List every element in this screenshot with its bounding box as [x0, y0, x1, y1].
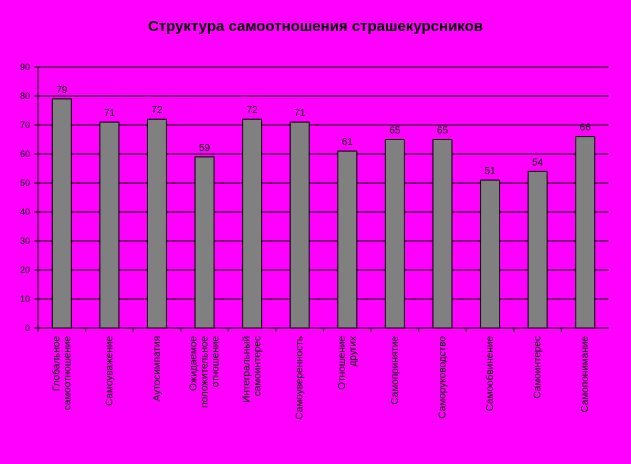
y-tick-label: 50 [20, 178, 30, 188]
x-tick-label-line: положительное [200, 336, 211, 408]
x-tick-label: Самоинтерес [533, 336, 544, 399]
bar [51, 98, 72, 329]
x-tick-label-line: Ожидаемое [189, 336, 200, 391]
y-tick-label: 70 [20, 120, 30, 130]
x-tick-label-line: Интегральный [242, 336, 253, 403]
x-tick-label-line: Самоуважение [104, 336, 115, 406]
y-tick-label: 90 [20, 62, 30, 72]
bar [242, 118, 263, 329]
x-tick-label: Самообвинение [484, 336, 496, 412]
x-tick-label-line: отношение [211, 336, 222, 388]
x-tick-label: Самоуважение [104, 336, 115, 406]
bar [337, 150, 358, 329]
x-tick-label: Саморуководство [437, 336, 448, 419]
x-tick-label-line: Самоинтерес [533, 336, 544, 399]
bar [575, 136, 596, 329]
bar [480, 179, 501, 329]
x-tick-label-line: Аутосимпатия [152, 336, 163, 401]
x-tick-label-line: Самоуверенность [295, 336, 306, 420]
x-tick-label-line: Отношение [337, 336, 348, 390]
x-tick-label: Интегральный самоинтерес [242, 336, 264, 403]
x-tick-label: Ожидаемое положительное отношение [189, 336, 222, 408]
bar [289, 121, 310, 329]
data-label: 72 [151, 105, 163, 116]
data-label: 71 [294, 108, 306, 119]
y-tick-label: 30 [20, 236, 30, 246]
y-tick-label: 10 [20, 294, 30, 304]
bar [146, 118, 167, 329]
data-label: 66 [580, 123, 592, 134]
x-tick-label: Самоуверенность [295, 336, 306, 420]
y-tick-label: 60 [20, 149, 30, 159]
data-label: 59 [199, 143, 211, 154]
x-tick-label: Глобальное самоотношение [50, 336, 73, 411]
bar [527, 170, 548, 329]
x-tick-label: Отношение других [337, 336, 359, 390]
bar [432, 139, 453, 329]
bar [384, 139, 405, 329]
data-label: 79 [56, 85, 68, 96]
data-label: 61 [342, 137, 354, 148]
x-tick-label-line: Самопонимание [580, 336, 591, 413]
x-tick-label-line: Самопринятие [390, 336, 401, 405]
x-tick-label-line: других [348, 336, 359, 367]
x-tick-label: Самопонимание [580, 336, 591, 413]
data-label: 71 [104, 108, 116, 119]
bar [194, 156, 215, 329]
y-tick-label: 40 [20, 207, 30, 217]
x-tick-label-line: Глобальное [50, 336, 62, 392]
y-tick-label: 0 [25, 323, 30, 333]
data-label: 65 [437, 126, 449, 137]
chart-title: Структура самоотношения страшекурсников [147, 18, 484, 35]
x-tick-label: Самопринятие [390, 336, 401, 405]
data-label: 54 [532, 157, 544, 168]
bar [99, 121, 120, 329]
x-tick-label-line: Саморуководство [437, 336, 448, 419]
x-tick-label-line: самоотношение [62, 336, 73, 411]
x-tick-label: Аутосимпатия [152, 336, 163, 401]
data-label: 51 [484, 166, 496, 177]
y-tick-label: 80 [20, 91, 30, 101]
data-label: 65 [389, 126, 401, 137]
data-label: 72 [247, 105, 259, 116]
y-tick-label: 20 [20, 265, 30, 275]
x-tick-label-line: Самообвинение [484, 336, 496, 412]
x-tick-label-line: самоинтерес [253, 336, 264, 396]
